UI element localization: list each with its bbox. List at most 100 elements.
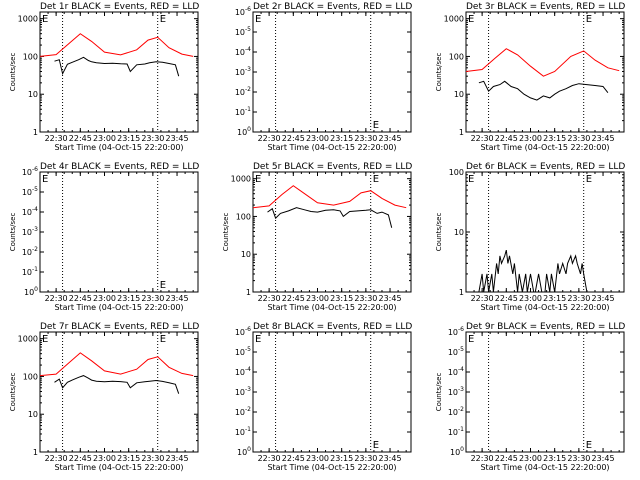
x-tick-label: 23:45 bbox=[166, 454, 189, 463]
plot-frame bbox=[465, 171, 625, 293]
x-axis-label: Start Time (04-Oct-15 22:20:00) bbox=[480, 303, 609, 312]
y-tick-label: 10-3 bbox=[235, 66, 251, 77]
x-tick-label: 22:30 bbox=[471, 134, 494, 143]
e-marker: E bbox=[373, 120, 379, 131]
y-tick-label: 10 bbox=[241, 250, 251, 259]
x-tick-label: 23:30 bbox=[567, 454, 590, 463]
y-tick-label: 10-4 bbox=[22, 206, 38, 217]
y-tick-label: 100 bbox=[450, 446, 464, 457]
x-tick-label: 22:30 bbox=[471, 294, 494, 303]
y-tick-label: 10-2 bbox=[22, 246, 38, 257]
y-tick-label: 1 bbox=[459, 288, 464, 297]
x-tick-label: 22:30 bbox=[258, 294, 281, 303]
x-tick-label: 22:30 bbox=[45, 134, 68, 143]
x-tick-label: 22:30 bbox=[471, 454, 494, 463]
y-tick-label: 10-3 bbox=[448, 386, 464, 397]
x-tick-label: 23:15 bbox=[330, 134, 353, 143]
x-tick-label: 23:45 bbox=[379, 294, 402, 303]
x-axis-label: Start Time (04-Oct-15 22:20:00) bbox=[54, 303, 183, 312]
x-tick-label: 23:15 bbox=[117, 134, 140, 143]
plot-frame bbox=[39, 171, 199, 293]
y-tick-label: 1 bbox=[459, 128, 464, 137]
panel-det-3: Det 3r BLACK = Events, RED = LLD 22:30 22:… bbox=[435, 2, 625, 152]
e-marker: E bbox=[468, 14, 474, 25]
x-axis-label: Start Time (04-Oct-15 22:20:00) bbox=[54, 143, 183, 152]
y-tick-label: 10-4 bbox=[448, 366, 464, 377]
y-tick-label: 10 bbox=[28, 410, 38, 419]
plot-frame bbox=[252, 171, 412, 293]
x-tick-label: 22:45 bbox=[495, 134, 518, 143]
panel-title: Det 9r BLACK = Events, RED = LLD bbox=[466, 322, 625, 332]
panel-title: Det 7r BLACK = Events, RED = LLD bbox=[40, 322, 199, 332]
x-axis-label: Start Time (04-Oct-15 22:20:00) bbox=[267, 143, 396, 152]
lld-series-line bbox=[39, 33, 194, 57]
y-tick-label: 10-3 bbox=[235, 386, 251, 397]
events-series-line bbox=[54, 56, 180, 77]
x-tick-label: 23:30 bbox=[141, 134, 164, 143]
x-tick-label: 23:45 bbox=[592, 294, 615, 303]
x-axis-label: Start Time (04-Oct-15 22:20:00) bbox=[267, 303, 396, 312]
y-tick-label: 1000 bbox=[444, 15, 464, 24]
y-tick-label: 10-2 bbox=[235, 86, 251, 97]
panel-title: Det 5r BLACK = Events, RED = LLD bbox=[253, 162, 412, 172]
x-tick-label: 23:30 bbox=[354, 134, 377, 143]
y-tick-label: 10-5 bbox=[448, 346, 464, 357]
x-tick-label: 22:45 bbox=[495, 294, 518, 303]
x-tick-label: 22:30 bbox=[258, 454, 281, 463]
x-tick-label: 23:00 bbox=[93, 294, 116, 303]
x-tick-label: 23:45 bbox=[592, 454, 615, 463]
events-series-line bbox=[267, 207, 393, 228]
e-marker: E bbox=[160, 334, 166, 345]
panel-det-2: Det 2r BLACK = Events, RED = LLD 22:30 22:… bbox=[235, 2, 413, 152]
x-axis-label: Start Time (04-Oct-15 22:20:00) bbox=[480, 143, 609, 152]
x-axis-label: Start Time (04-Oct-15 22:20:00) bbox=[54, 463, 183, 472]
x-tick-label: 23:45 bbox=[592, 134, 615, 143]
y-tick-label: 10-2 bbox=[235, 406, 251, 417]
e-marker: E bbox=[42, 334, 48, 345]
panel-title: Det 1r BLACK = Events, RED = LLD bbox=[40, 2, 199, 12]
plot-frame bbox=[39, 11, 199, 133]
x-tick-label: 23:00 bbox=[519, 134, 542, 143]
events-series-line bbox=[478, 80, 609, 101]
y-axis-label: Counts/sec bbox=[222, 213, 230, 252]
x-tick-label: 23:15 bbox=[117, 454, 140, 463]
x-tick-label: 23:15 bbox=[543, 454, 566, 463]
lld-series-line bbox=[465, 48, 620, 77]
x-axis-label: Start Time (04-Oct-15 22:20:00) bbox=[267, 463, 396, 472]
y-tick-label: 10-6 bbox=[235, 6, 251, 17]
x-tick-label: 23:15 bbox=[330, 454, 353, 463]
x-tick-label: 22:30 bbox=[45, 454, 68, 463]
y-tick-label: 1000 bbox=[231, 175, 251, 184]
x-tick-label: 22:45 bbox=[282, 454, 305, 463]
x-tick-label: 22:45 bbox=[69, 294, 92, 303]
x-tick-label: 23:45 bbox=[166, 294, 189, 303]
panel-det-5: Det 5r BLACK = Events, RED = LLD 22:30 22:… bbox=[222, 162, 412, 312]
y-tick-label: 10-5 bbox=[235, 26, 251, 37]
y-tick-label: 10-6 bbox=[22, 166, 38, 177]
x-tick-label: 23:45 bbox=[166, 134, 189, 143]
x-axis-label: Start Time (04-Oct-15 22:20:00) bbox=[480, 463, 609, 472]
x-tick-label: 23:15 bbox=[543, 294, 566, 303]
e-marker: E bbox=[468, 174, 474, 185]
y-tick-label: 10-6 bbox=[448, 326, 464, 337]
y-tick-label: 10-5 bbox=[235, 346, 251, 357]
plot-frame bbox=[465, 11, 625, 133]
y-axis-label: Counts/sec bbox=[435, 53, 443, 92]
x-tick-label: 23:15 bbox=[117, 294, 140, 303]
x-tick-label: 23:00 bbox=[306, 454, 329, 463]
panel-det-7: Det 7r BLACK = Events, RED = LLD 22:30 22:… bbox=[9, 322, 199, 472]
y-tick-label: 10-5 bbox=[22, 186, 38, 197]
e-marker: E bbox=[586, 440, 592, 451]
y-tick-label: 1000 bbox=[18, 15, 38, 24]
e-marker: E bbox=[255, 334, 261, 345]
x-tick-label: 23:30 bbox=[354, 294, 377, 303]
e-marker: E bbox=[468, 334, 474, 345]
x-tick-label: 22:30 bbox=[258, 134, 281, 143]
y-tick-label: 100 bbox=[23, 52, 38, 61]
y-tick-label: 1000 bbox=[18, 335, 38, 344]
y-tick-label: 100 bbox=[24, 286, 38, 297]
y-tick-label: 10-4 bbox=[235, 46, 251, 57]
x-tick-label: 23:45 bbox=[379, 454, 402, 463]
y-tick-label: 10-3 bbox=[22, 226, 38, 237]
